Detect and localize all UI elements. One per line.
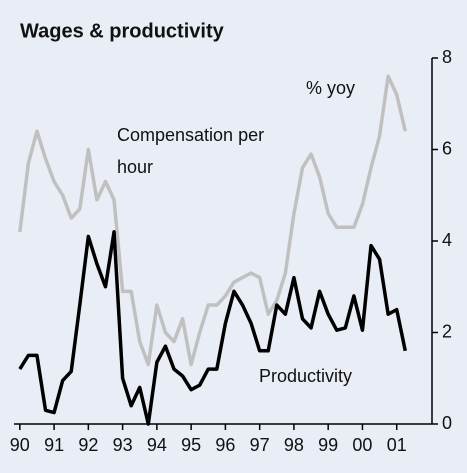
x-tick-label: 95 — [181, 435, 201, 455]
annotation: % yoy — [306, 78, 356, 98]
y-tick-label: 4 — [442, 230, 452, 250]
chart-title: Wages & productivity — [20, 20, 225, 42]
x-tick-label: 93 — [113, 435, 133, 455]
x-tick-label: 01 — [387, 435, 407, 455]
x-tick-label: 92 — [78, 435, 98, 455]
x-tick-label: 97 — [250, 435, 270, 455]
y-tick-label: 8 — [442, 47, 452, 67]
y-tick-label: 2 — [442, 321, 452, 341]
series-label: Productivity — [259, 366, 353, 386]
x-tick-label: 99 — [318, 435, 338, 455]
series-label: Compensation per hour — [117, 125, 265, 177]
series-line — [18, 230, 407, 426]
x-tick-label: 98 — [284, 435, 304, 455]
y-tick-label: 6 — [442, 138, 452, 158]
x-tick-label: 00 — [352, 435, 372, 455]
x-tick-label: 94 — [147, 435, 167, 455]
x-tick-label: 90 — [10, 435, 30, 455]
x-tick-label: 91 — [44, 435, 64, 455]
x-tick-label: 96 — [215, 435, 235, 455]
y-tick-label: 0 — [442, 413, 452, 433]
series-line — [18, 74, 407, 367]
